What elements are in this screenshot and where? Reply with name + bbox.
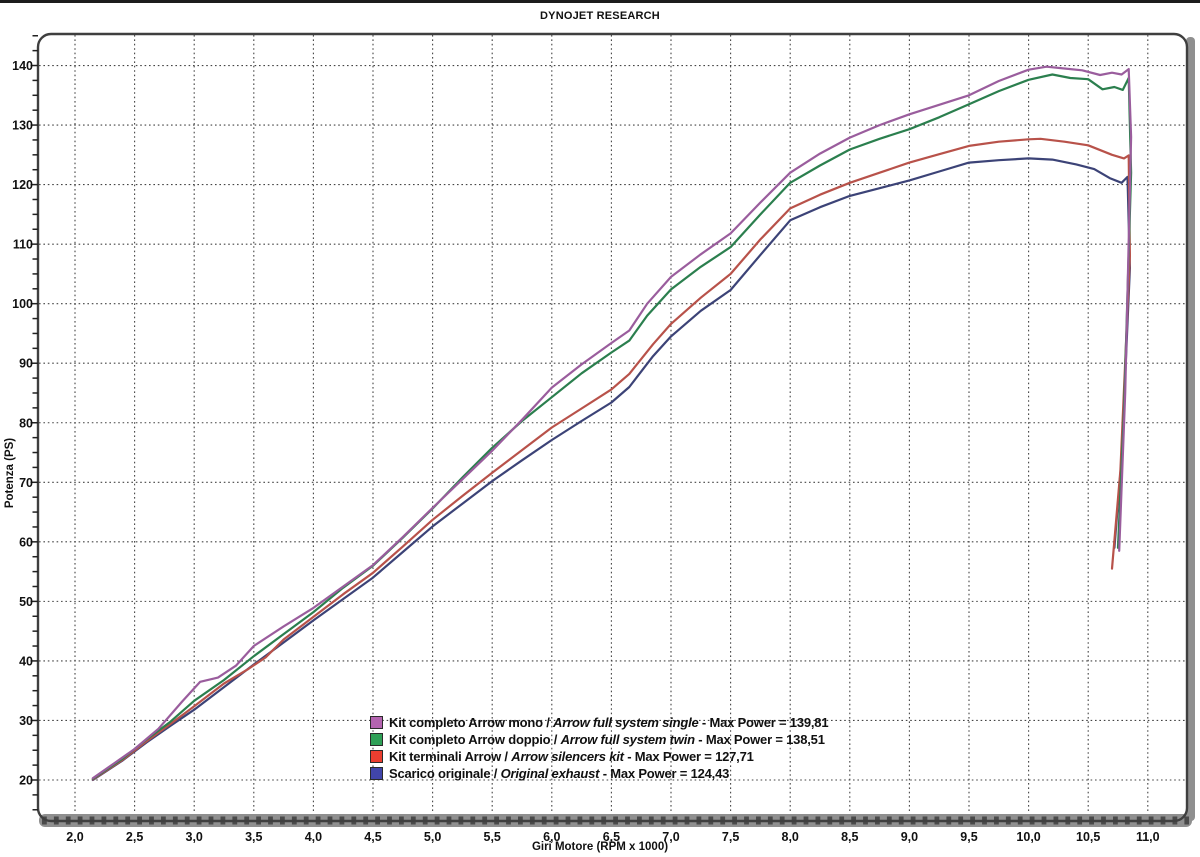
x-tick-label: 5,5 <box>484 830 501 844</box>
y-tick-label: 130 <box>12 119 33 133</box>
legend-swatch <box>370 716 383 729</box>
y-tick-label: 60 <box>19 535 33 549</box>
y-tick-label: 140 <box>12 59 33 73</box>
power-curve <box>91 65 1133 780</box>
legend-swatch <box>370 767 383 780</box>
x-tick-label: 8,5 <box>841 830 858 844</box>
y-tick-label: 30 <box>19 714 33 728</box>
y-axis-label: Potenza (PS) <box>4 437 16 509</box>
y-tick-label: 20 <box>19 774 33 788</box>
power-curve <box>91 137 1132 781</box>
legend-item: Kit terminali Arrow / Arrow silencers ki… <box>370 748 828 765</box>
frame-right-bevel <box>1186 37 1195 821</box>
legend-label: Kit terminali Arrow / Arrow silencers ki… <box>389 749 754 764</box>
x-tick-label: 7,5 <box>722 830 739 844</box>
y-tick-label: 50 <box>19 595 33 609</box>
x-axis-label: Giri Motore (RPM x 1000) <box>531 841 669 853</box>
legend-item: Kit completo Arrow mono / Arrow full sys… <box>370 714 829 731</box>
x-tick-label: 3,0 <box>186 830 203 844</box>
x-tick-label: 2,5 <box>126 830 143 844</box>
x-tick-label: 7,0 <box>662 830 679 844</box>
legend-label: Kit completo Arrow mono / Arrow full sys… <box>389 715 829 730</box>
y-tick-label: 110 <box>13 238 33 252</box>
dyno-power-chart: 2,0 2,5 3,0 3,5 4,0 4,5 5,0 5,5 6,0 6,5 7,0 7,5 8,0 8… <box>12 32 1195 844</box>
x-tick-label: 2,0 <box>66 830 83 844</box>
y-tick-label: 100 <box>12 297 33 311</box>
x-tick-label: 6,0 <box>543 830 560 844</box>
y-tick-label: 80 <box>19 416 33 430</box>
x-tick-label: 9,0 <box>901 830 918 844</box>
x-tick-label: 4,0 <box>305 830 322 844</box>
power-curve <box>91 73 1133 780</box>
legend-item: Scarico originale / Original exhaust - M… <box>370 765 828 782</box>
x-tick-label: 3,5 <box>245 830 262 844</box>
x-tick-label: 10,5 <box>1076 830 1100 844</box>
legend-swatch <box>370 733 383 746</box>
y-tick-label: 40 <box>19 654 33 668</box>
x-tick-label: 8,0 <box>782 830 799 844</box>
chart-title: DYNOJET RESEARCH <box>540 10 660 22</box>
legend-item: Kit completo Arrow doppio / Arrow full s… <box>370 731 828 748</box>
power-curve <box>91 157 1132 782</box>
x-tick-label: 4,5 <box>364 830 381 844</box>
x-tick-label: 6,5 <box>603 830 620 844</box>
x-tick-label: 5,0 <box>424 830 441 844</box>
x-tick-label: 11,0 <box>1136 830 1160 844</box>
plot-frame <box>36 32 1189 823</box>
x-tick-label: 9,5 <box>960 830 977 844</box>
y-tick-label: 120 <box>12 178 33 192</box>
chart-legend: Kit completo Arrow mono / Arrow full sys… <box>370 714 829 782</box>
y-tick-label: 70 <box>19 476 33 490</box>
legend-label: Scarico originale / Original exhaust - M… <box>389 766 730 781</box>
legend-label: Kit completo Arrow doppio / Arrow full s… <box>389 732 825 747</box>
x-tick-label: 10,0 <box>1016 830 1040 844</box>
y-tick-label: 90 <box>19 357 33 371</box>
legend-swatch <box>370 750 383 763</box>
